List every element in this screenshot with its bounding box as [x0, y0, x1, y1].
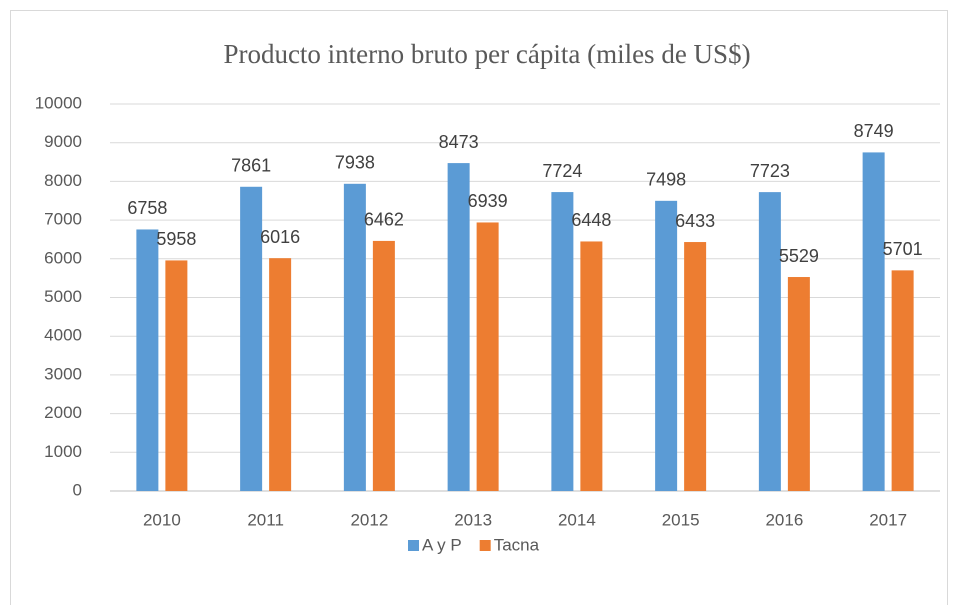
bar: [269, 258, 292, 491]
data-label: 6939: [468, 191, 508, 211]
bar: [655, 200, 678, 491]
bar: [447, 163, 470, 491]
bar: [684, 242, 707, 491]
legend-swatch: [479, 540, 491, 551]
data-label: 7723: [750, 161, 790, 181]
x-tick-label: 2013: [454, 510, 492, 529]
data-label: 5958: [156, 229, 196, 249]
legend-swatch: [408, 540, 419, 551]
bar: [372, 240, 395, 491]
data-label: 7861: [231, 156, 271, 176]
x-tick-label: 2010: [143, 510, 181, 529]
data-label: 7498: [646, 170, 686, 190]
bar: [343, 183, 366, 492]
y-tick-label: 4000: [44, 326, 82, 345]
y-tick-label: 8000: [44, 171, 82, 190]
bar: [891, 270, 914, 491]
bar: [165, 260, 188, 491]
bar: [136, 229, 159, 491]
y-tick-label: 0: [73, 480, 82, 499]
y-tick-label: 7000: [44, 210, 82, 229]
y-tick-label: 6000: [44, 248, 82, 267]
bar: [580, 241, 603, 491]
chart-title: Producto interno bruto per cápita (miles…: [223, 39, 750, 69]
y-tick-label: 2000: [44, 403, 82, 422]
data-label: 6448: [571, 210, 611, 230]
y-tick-label: 3000: [44, 364, 82, 383]
data-label: 6758: [127, 198, 167, 218]
x-tick-label: 2015: [662, 510, 700, 529]
data-label: 5701: [883, 239, 923, 259]
bar: [758, 192, 781, 491]
data-label: 5529: [779, 246, 819, 266]
x-tick-label: 2014: [558, 510, 596, 529]
y-tick-label: 5000: [44, 287, 82, 306]
data-label: 8473: [439, 132, 479, 152]
bar: [240, 186, 263, 491]
data-label: 6016: [260, 227, 300, 247]
y-tick-label: 1000: [44, 442, 82, 461]
data-label: 7724: [542, 161, 582, 181]
bar: [787, 277, 810, 491]
data-label: 6462: [364, 210, 404, 230]
bar: [551, 192, 574, 491]
legend-label: A y P: [422, 535, 462, 554]
x-tick-label: 2011: [247, 510, 284, 529]
bar: [862, 152, 885, 491]
bar: [476, 222, 499, 491]
legend-label: Tacna: [494, 535, 540, 554]
x-tick-label: 2017: [869, 510, 907, 529]
data-label: 8749: [854, 121, 894, 141]
x-tick-label: 2016: [765, 510, 803, 529]
y-tick-label: 9000: [44, 132, 82, 151]
data-label: 6433: [675, 211, 715, 231]
x-tick-label: 2012: [350, 510, 388, 529]
data-label: 7938: [335, 153, 375, 173]
y-tick-label: 10000: [35, 93, 82, 112]
